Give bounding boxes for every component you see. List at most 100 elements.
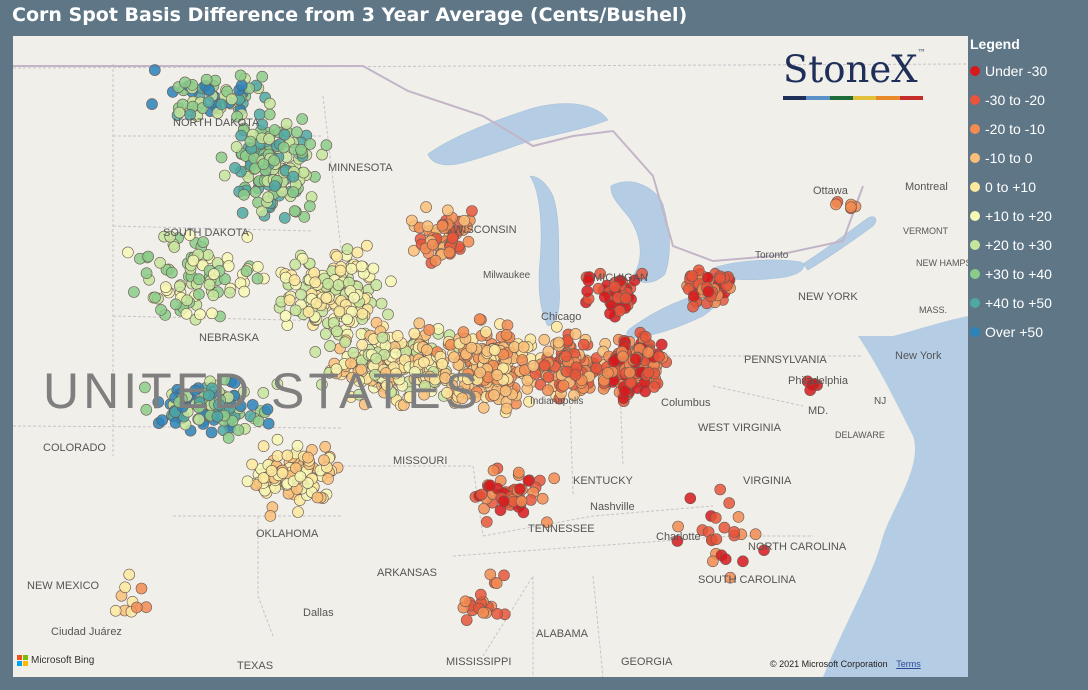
basis-dot[interactable] xyxy=(480,516,493,528)
basis-dot[interactable] xyxy=(123,568,135,581)
basis-dot[interactable] xyxy=(367,262,380,275)
basis-dot[interactable] xyxy=(499,385,512,397)
terms-link[interactable]: Terms xyxy=(896,659,921,669)
basis-dot[interactable] xyxy=(548,472,561,485)
basis-dot[interactable] xyxy=(550,320,563,333)
basis-dot[interactable] xyxy=(407,244,420,257)
basis-dot[interactable] xyxy=(351,246,364,259)
basis-dot[interactable] xyxy=(302,451,314,464)
basis-dot[interactable] xyxy=(197,236,209,248)
basis-dot[interactable] xyxy=(279,310,292,322)
basis-dot[interactable] xyxy=(316,378,328,391)
basis-dot[interactable] xyxy=(241,231,254,243)
basis-dot[interactable] xyxy=(608,281,621,293)
basis-dot[interactable] xyxy=(628,274,641,287)
basis-dot[interactable] xyxy=(277,141,290,154)
map-view[interactable]: NORTH DAKOTA MINNESOTA SOUTH DAKOTA WISC… xyxy=(13,36,968,677)
basis-dot[interactable] xyxy=(381,379,393,392)
basis-dot[interactable] xyxy=(382,308,394,321)
basis-dot[interactable] xyxy=(122,246,134,259)
basis-dot[interactable] xyxy=(193,401,205,414)
basis-dot[interactable] xyxy=(521,374,534,387)
basis-dot[interactable] xyxy=(231,110,243,123)
basis-dot[interactable] xyxy=(490,577,503,590)
legend-item[interactable]: 0 to +10 xyxy=(970,172,1086,201)
basis-dot[interactable] xyxy=(619,385,631,397)
basis-dot[interactable] xyxy=(420,201,432,213)
basis-dot[interactable] xyxy=(322,473,334,485)
basis-dot[interactable] xyxy=(166,266,178,279)
basis-dot[interactable] xyxy=(429,254,442,267)
basis-dot[interactable] xyxy=(238,285,250,298)
basis-dot[interactable] xyxy=(295,144,307,156)
basis-dot[interactable] xyxy=(475,488,488,501)
legend-item[interactable]: +40 to +50 xyxy=(970,288,1086,317)
basis-dot[interactable] xyxy=(168,241,181,253)
basis-dot[interactable] xyxy=(423,324,436,336)
basis-dot[interactable] xyxy=(193,273,205,285)
basis-dot[interactable] xyxy=(655,338,668,351)
basis-dot[interactable] xyxy=(684,492,697,505)
basis-dot[interactable] xyxy=(238,189,250,201)
basis-dot[interactable] xyxy=(710,533,723,546)
basis-dot[interactable] xyxy=(164,230,176,243)
basis-dot[interactable] xyxy=(552,336,565,349)
basis-dot[interactable] xyxy=(487,464,500,477)
basis-dot[interactable] xyxy=(491,607,504,620)
basis-dot[interactable] xyxy=(271,433,284,446)
basis-dot[interactable] xyxy=(636,267,648,280)
basis-dot[interactable] xyxy=(385,275,397,288)
basis-dot[interactable] xyxy=(390,367,402,380)
basis-dot[interactable] xyxy=(348,291,360,304)
basis-dot[interactable] xyxy=(222,432,235,444)
basis-dot[interactable] xyxy=(179,76,191,89)
basis-dot[interactable] xyxy=(187,254,200,267)
basis-dot[interactable] xyxy=(569,369,582,381)
basis-dot[interactable] xyxy=(409,366,421,378)
legend-item[interactable]: +30 to +40 xyxy=(970,259,1086,288)
basis-dot[interactable] xyxy=(466,205,478,217)
basis-dot[interactable] xyxy=(135,582,148,595)
basis-dot[interactable] xyxy=(598,291,611,303)
basis-dot[interactable] xyxy=(358,398,371,411)
basis-dot[interactable] xyxy=(140,403,153,416)
basis-dot[interactable] xyxy=(200,73,213,86)
basis-dot[interactable] xyxy=(619,292,632,305)
basis-dot[interactable] xyxy=(538,333,551,346)
basis-dot[interactable] xyxy=(672,520,684,533)
basis-dot[interactable] xyxy=(341,313,354,326)
basis-dot[interactable] xyxy=(160,281,172,293)
basis-dot[interactable] xyxy=(304,138,316,150)
basis-dot[interactable] xyxy=(702,285,715,298)
basis-dot[interactable] xyxy=(419,380,431,392)
basis-dot[interactable] xyxy=(296,113,309,125)
basis-dot[interactable] xyxy=(542,384,554,397)
basis-dot[interactable] xyxy=(346,371,359,384)
basis-dot[interactable] xyxy=(355,260,368,273)
basis-dot[interactable] xyxy=(448,351,460,364)
basis-dot[interactable] xyxy=(193,413,205,426)
basis-dot[interactable] xyxy=(714,483,727,496)
basis-dot[interactable] xyxy=(302,306,315,318)
basis-dot[interactable] xyxy=(287,170,300,183)
basis-dot[interactable] xyxy=(208,268,220,280)
basis-dot[interactable] xyxy=(516,354,529,366)
basis-dot[interactable] xyxy=(278,212,291,224)
basis-dot[interactable] xyxy=(235,400,247,412)
basis-dot[interactable] xyxy=(469,391,482,403)
basis-dot[interactable] xyxy=(257,440,270,453)
basis-dot[interactable] xyxy=(804,384,817,397)
basis-dot[interactable] xyxy=(240,265,253,277)
basis-dot[interactable] xyxy=(474,588,487,601)
basis-dot[interactable] xyxy=(361,239,373,252)
basis-dot[interactable] xyxy=(241,475,254,488)
basis-dot[interactable] xyxy=(322,278,334,290)
basis-dot[interactable] xyxy=(263,108,276,121)
basis-dot[interactable] xyxy=(276,467,289,479)
basis-dot[interactable] xyxy=(515,495,528,508)
basis-dot[interactable] xyxy=(155,304,167,316)
basis-dot[interactable] xyxy=(370,352,383,365)
basis-dot[interactable] xyxy=(211,410,224,423)
basis-dot[interactable] xyxy=(616,350,629,363)
basis-dot[interactable] xyxy=(257,387,270,399)
